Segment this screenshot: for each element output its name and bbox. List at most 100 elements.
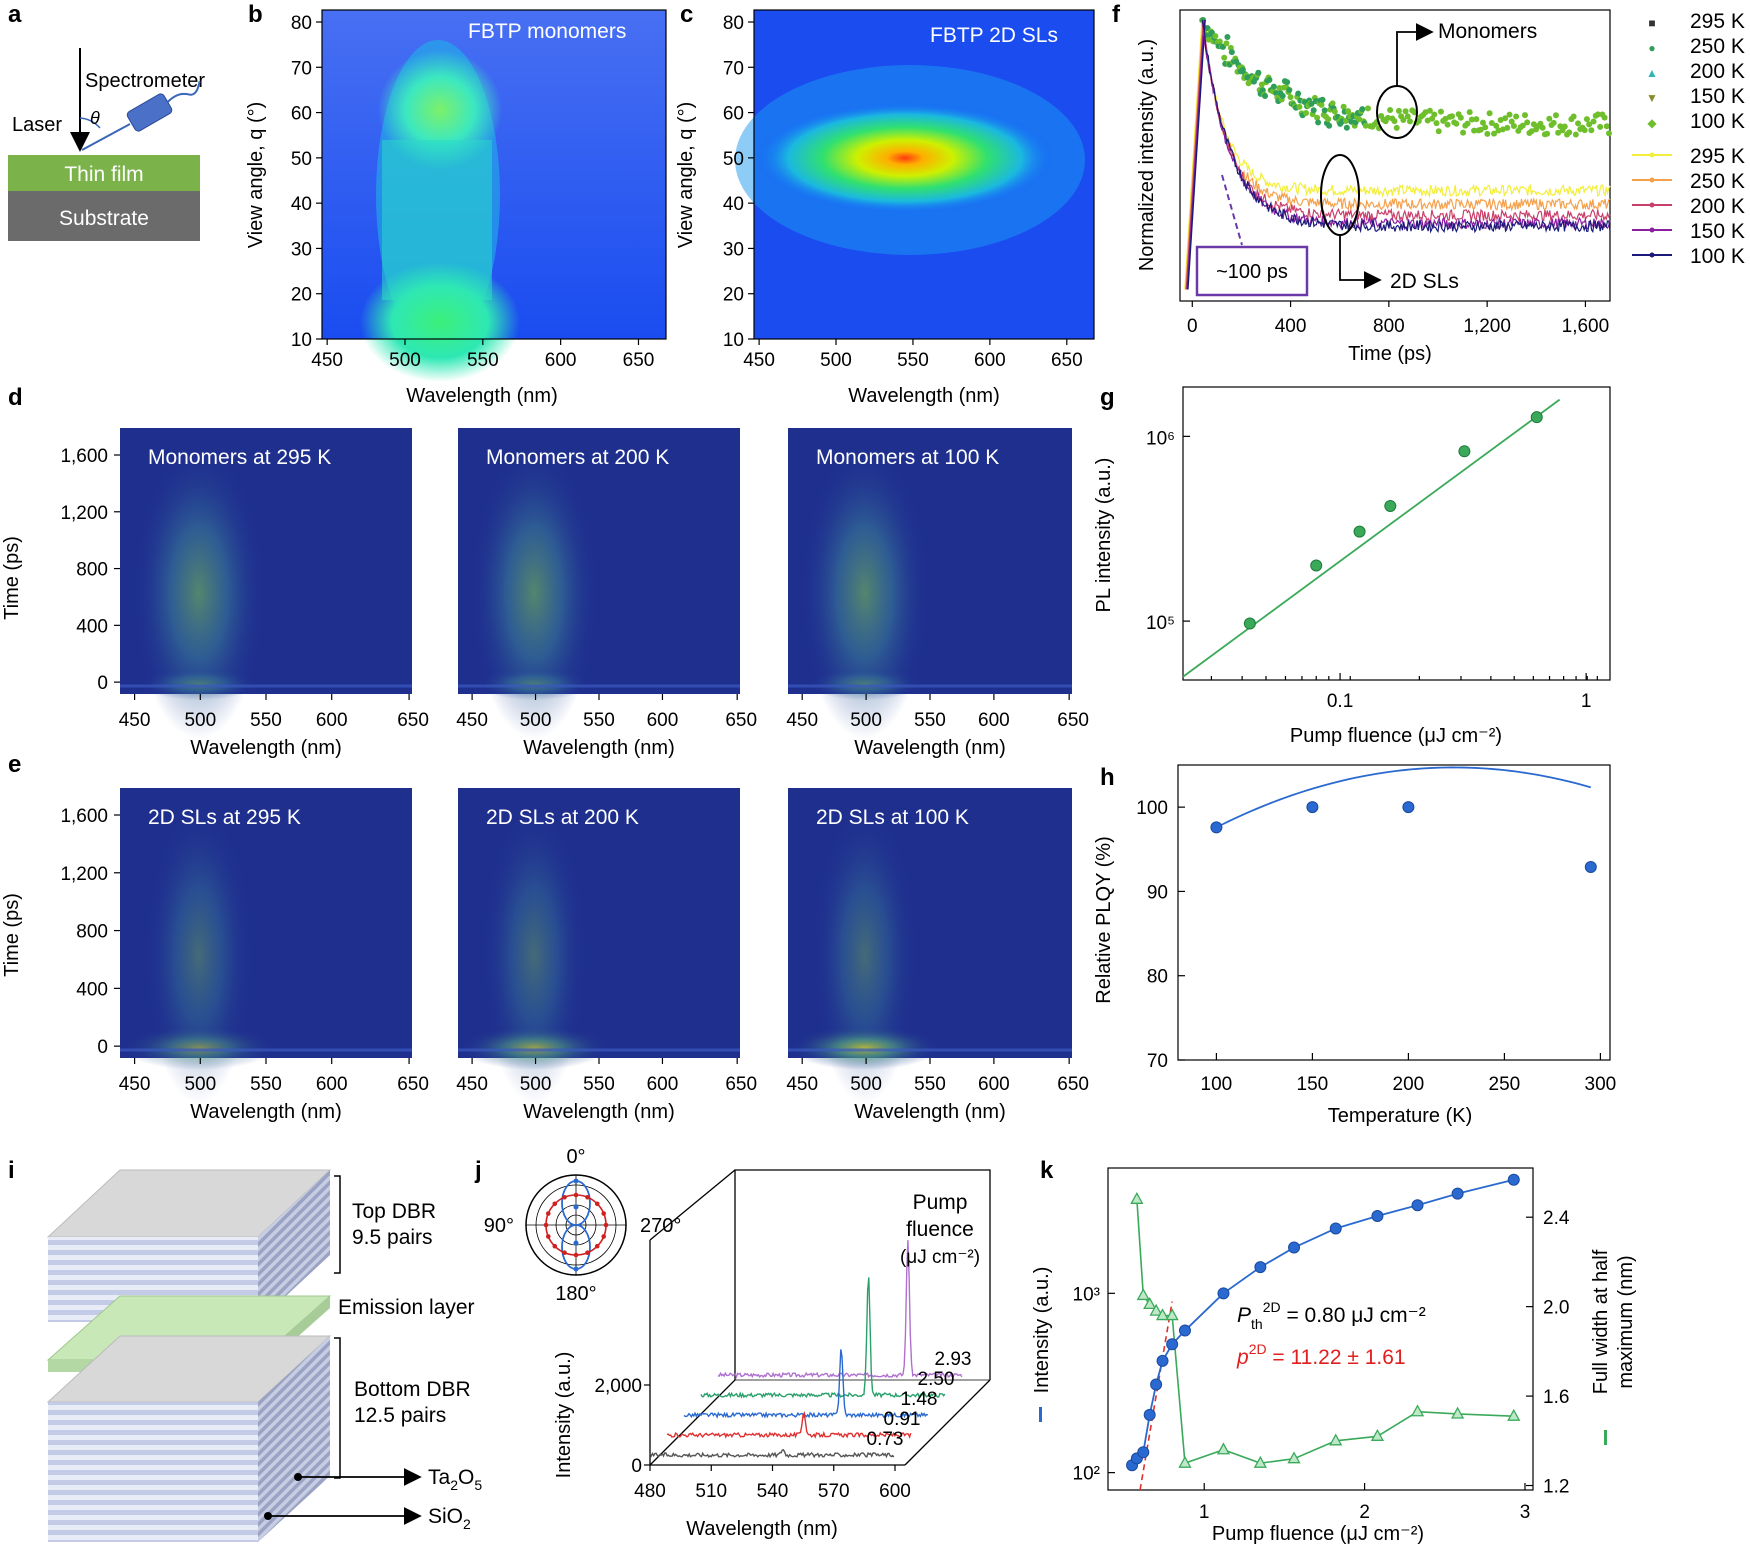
ytick-label: 400 <box>76 616 108 637</box>
xtick-label: 150 <box>1297 1074 1329 1095</box>
panel-e-ylabel: Time (ps) <box>1 893 23 977</box>
p-annotation: p2D = 11.22 ± 1.61 <box>1236 1341 1406 1369</box>
polar-red-point <box>585 1250 590 1256</box>
monomer-point <box>1239 66 1246 73</box>
monomer-point <box>1471 127 1478 134</box>
monomer-point <box>1594 111 1601 118</box>
bottom-dbr-front <box>48 1402 258 1542</box>
monomer-point <box>1544 130 1551 137</box>
monomer-point <box>1359 106 1366 113</box>
sl-decay-line <box>1201 23 1611 199</box>
xtick-label: 450 <box>743 350 775 371</box>
data-point <box>1458 445 1471 458</box>
ytick-label: 2,000 <box>594 1376 642 1397</box>
ytick-label: 400 <box>76 979 108 1000</box>
heatmap-c-xticks: 450 500 550 600 650 <box>743 339 1083 371</box>
panel-a: a Thin film Substrate Laser Spectrometer… <box>8 1 205 241</box>
fwhm-point <box>1136 1288 1150 1301</box>
ytick-label: 60 <box>723 104 744 125</box>
fluence-label: fluence <box>906 1218 974 1241</box>
polar-plot: 0° 90° 270° 180° <box>484 1146 682 1305</box>
monomer-point <box>1319 96 1326 103</box>
chart-f-frame <box>1179 9 1611 302</box>
heatmap-b-xlabel: Wavelength (nm) <box>406 385 558 407</box>
monomer-point <box>1464 120 1471 127</box>
fwhm-point <box>1149 1303 1163 1316</box>
ytick-label: 50 <box>291 149 312 170</box>
panel-label-g: g <box>1100 384 1115 411</box>
e-map-title: 2D SLs at 200 K <box>486 806 639 829</box>
monomer-point <box>1331 108 1338 115</box>
ytick-label: 0 <box>97 1037 108 1058</box>
theta-symbol: θ <box>90 108 100 128</box>
data-point <box>1353 525 1366 538</box>
panel-label-k: k <box>1040 1157 1054 1184</box>
heatmap-c-ylabel: View angle, q (°) <box>675 102 697 249</box>
data-point <box>1384 499 1397 512</box>
heatmap-c-yticks: 80 70 60 50 40 30 20 10 <box>723 13 754 351</box>
waterfall-plot: 480 510 540 570 600 2,000 0 2.932.501.480.910.7… <box>594 1169 991 1502</box>
panel-label-c: c <box>680 1 693 28</box>
ytick-label-right: 2.4 <box>1543 1208 1570 1229</box>
monomer-point <box>1566 129 1573 136</box>
intensity-point <box>1254 1261 1267 1274</box>
d-map-glow <box>802 446 928 740</box>
monomer-point <box>1477 126 1484 133</box>
chart-f-xlabel: Time (ps) <box>1348 343 1432 365</box>
monomer-point <box>1583 116 1590 123</box>
monomer-point <box>1387 107 1394 114</box>
xtick-label: 600 <box>978 710 1010 731</box>
fluence-unit: (μJ cm⁻²) <box>900 1247 980 1268</box>
intensity-point <box>1411 1199 1424 1212</box>
fwhm-point <box>1451 1406 1465 1419</box>
legend-dot <box>1649 202 1655 208</box>
panel-label-i: i <box>8 1157 15 1184</box>
panel-j: j 0° 90° 270° 180° 480 510 540 570 600 2,000 0 2.9… <box>474 1146 991 1540</box>
data-point <box>1584 860 1597 873</box>
intensity-point <box>1178 1324 1191 1337</box>
chart-h-frame <box>1177 764 1611 1061</box>
ytick-label: 40 <box>291 194 312 215</box>
monomer-point <box>1276 85 1283 92</box>
xtick-label: 540 <box>757 1481 789 1502</box>
xtick-label: 500 <box>850 1074 882 1095</box>
sio2-label: SiO2 <box>428 1505 471 1532</box>
xtick-label: 650 <box>623 350 655 371</box>
legend-marker: ▲ <box>1646 66 1658 80</box>
rise-line <box>1187 19 1206 290</box>
d-xlabel: Wavelength (nm) <box>854 737 1006 759</box>
ytick-label: 10 <box>723 330 744 351</box>
ytick-label-right: 1.6 <box>1543 1387 1569 1408</box>
monomer-point <box>1258 81 1265 88</box>
substrate-label: Substrate <box>59 207 149 230</box>
fwhm-point <box>1370 1428 1385 1441</box>
xtick-label: 450 <box>786 710 818 731</box>
xtick-label: 650 <box>725 1074 757 1095</box>
fwhm-point <box>1253 1455 1267 1468</box>
monomer-point <box>1449 113 1456 120</box>
legend-label: 100 K <box>1690 245 1745 268</box>
monomer-point <box>1224 33 1231 40</box>
panel-d-ylabel: Time (ps) <box>1 536 23 620</box>
panel-label-a: a <box>8 1 22 28</box>
ytick-label: 800 <box>76 922 108 943</box>
d-xlabel: Wavelength (nm) <box>523 737 675 759</box>
top-dbr-pairs: 9.5 pairs <box>352 1226 433 1249</box>
ytick-label: 0 <box>631 1456 642 1477</box>
panel-h: h 100 150 200 250 300 100 90 80 70 Temperature (… <box>1093 764 1616 1127</box>
d-map-peak <box>807 668 922 700</box>
xtick-label: 3 <box>1520 1502 1531 1523</box>
polar-red-point <box>562 1250 567 1256</box>
monomer-point <box>1484 130 1491 137</box>
intensity-point <box>1329 1222 1342 1235</box>
monomer-point <box>1510 123 1517 130</box>
monomer-point <box>1555 129 1562 136</box>
monomer-point <box>1400 117 1407 124</box>
xtick-label: 400 <box>1275 316 1307 337</box>
ytick-label: 50 <box>723 149 744 170</box>
monomer-point <box>1468 116 1475 123</box>
heatmap-b-frame <box>321 9 667 340</box>
xtick-label: 100 <box>1201 1074 1233 1095</box>
substrate-layer <box>8 191 200 241</box>
monomer-point <box>1431 111 1438 118</box>
